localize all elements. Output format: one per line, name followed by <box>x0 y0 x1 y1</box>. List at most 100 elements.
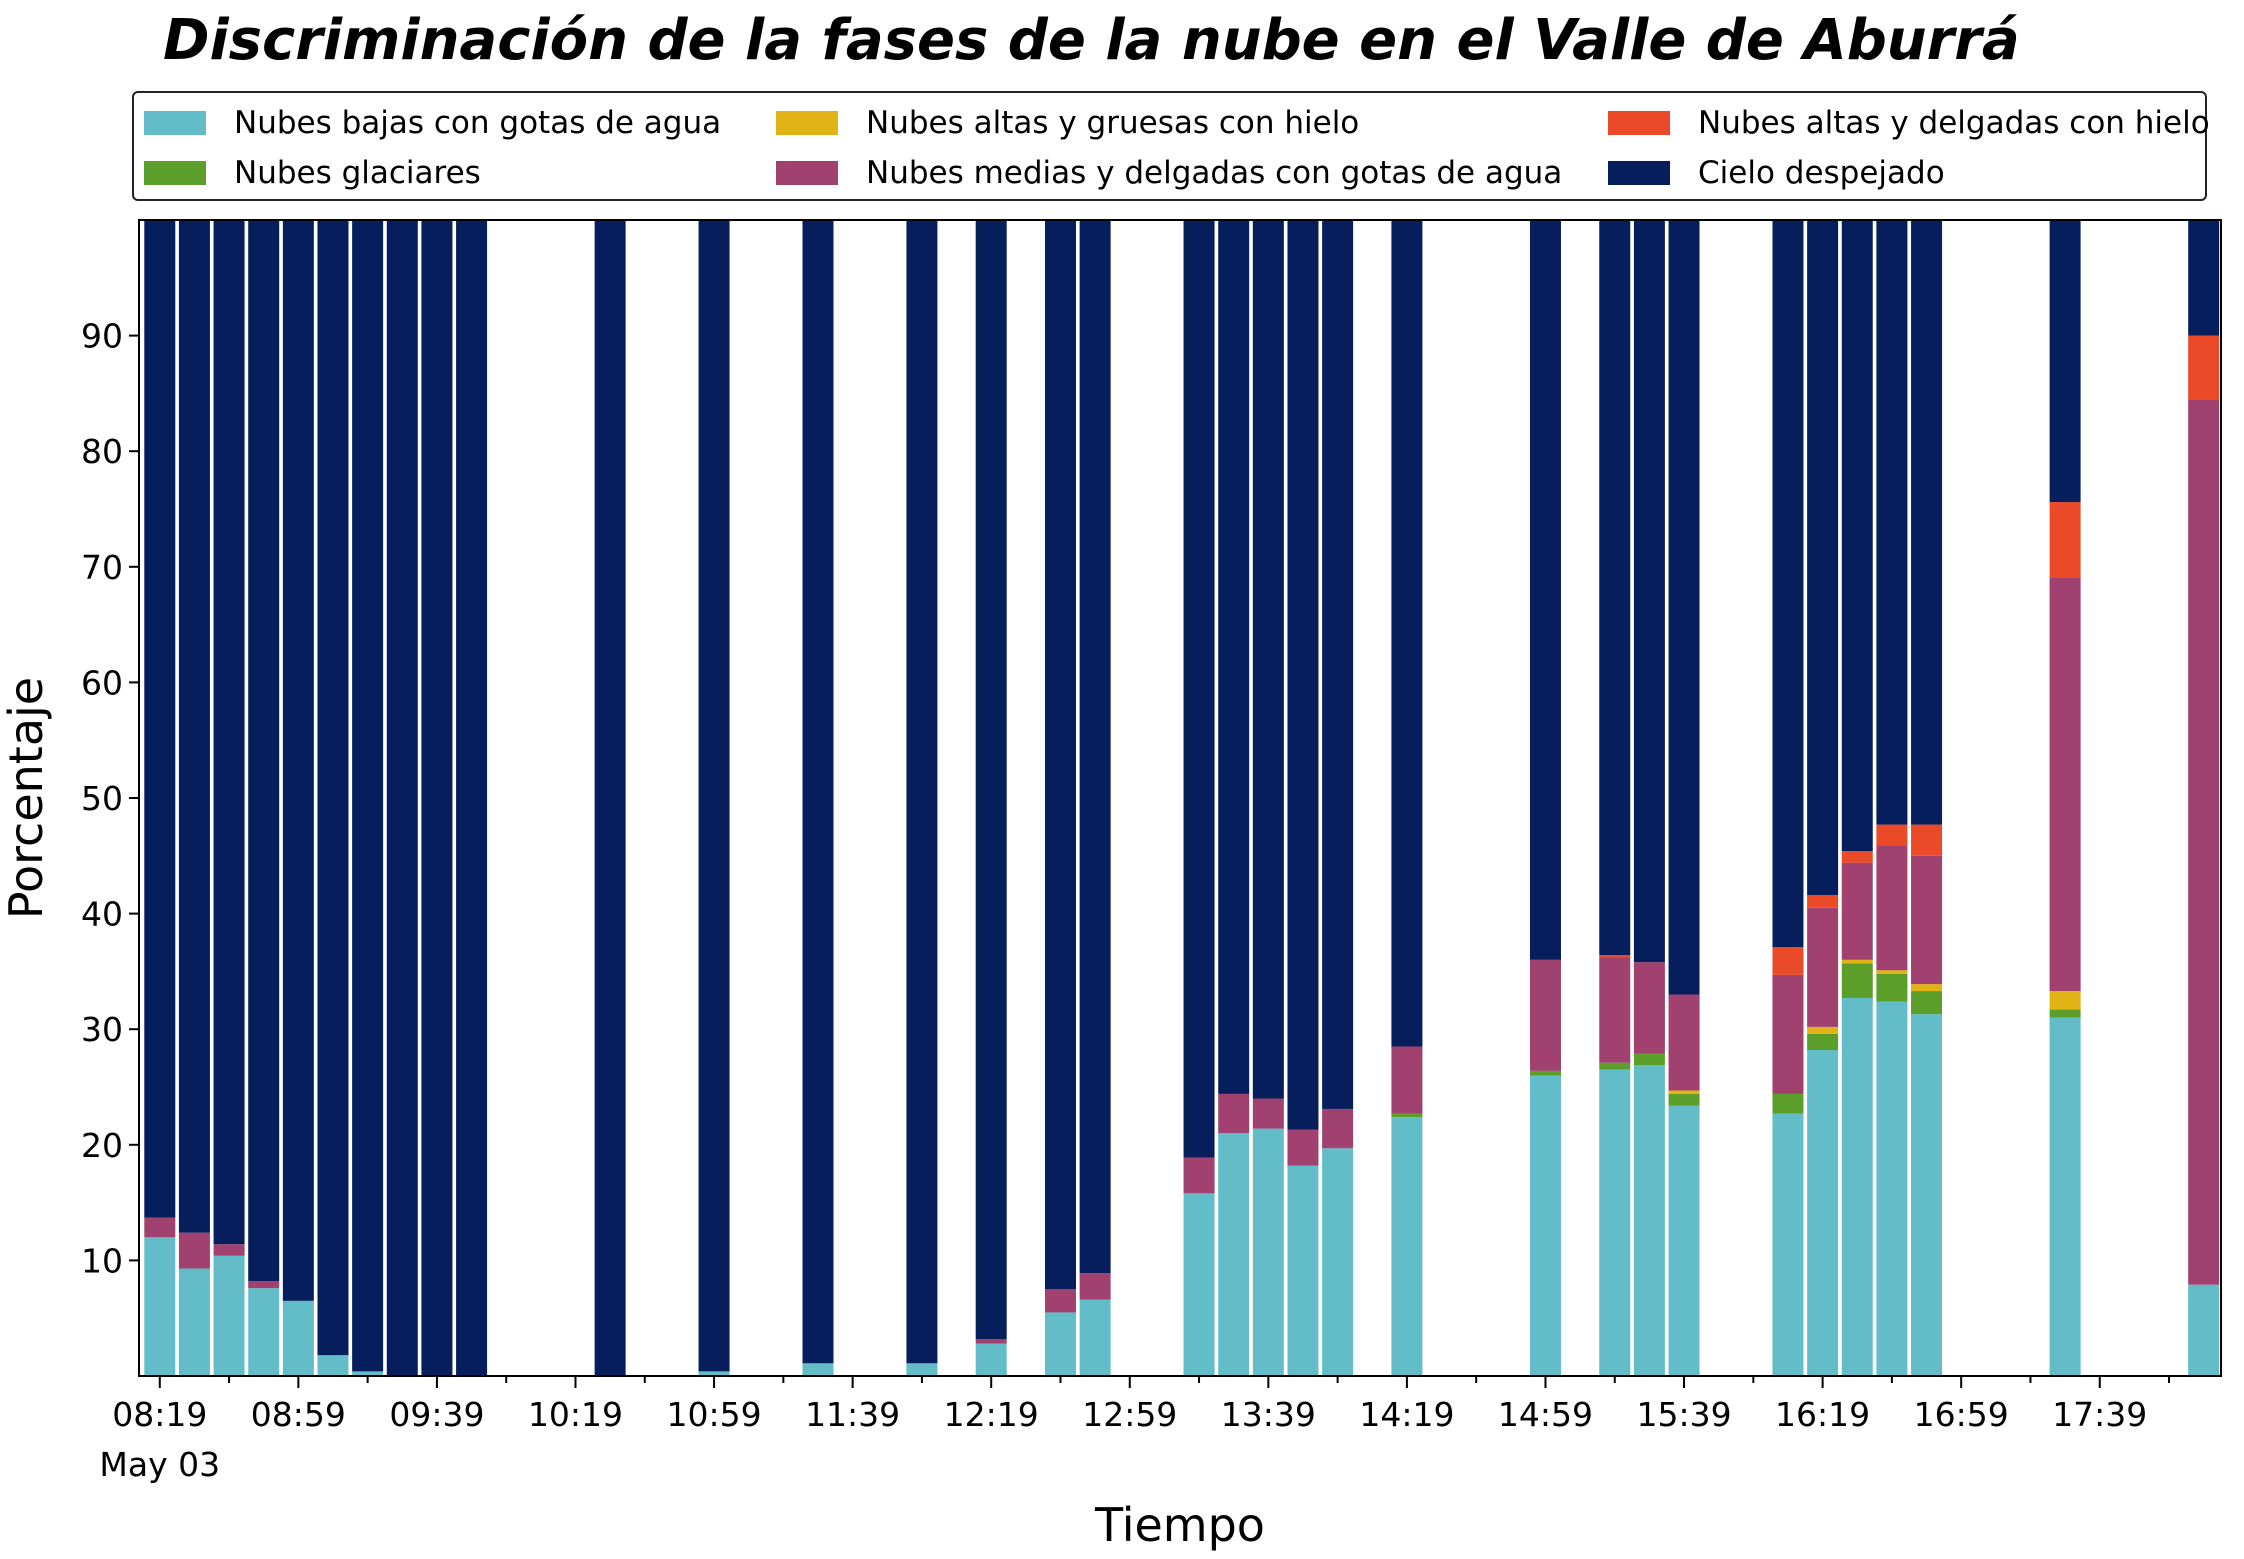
bar-segment <box>1668 1093 1700 1106</box>
bar-segment <box>1599 220 1631 956</box>
x-tick-label: 09:39 <box>389 1395 484 1434</box>
bar-segment <box>1911 991 1943 1015</box>
bar-segment <box>2049 220 2081 503</box>
x-tick-label: 11:39 <box>805 1395 900 1434</box>
bar-segment <box>248 220 280 1282</box>
legend-swatch <box>776 111 838 135</box>
legend-item: Nubes glaciares <box>144 151 481 195</box>
bar-segment <box>1876 845 1908 971</box>
bar-segment <box>975 1339 1007 1344</box>
bar-segment <box>1287 1129 1319 1166</box>
bar-segment <box>1391 220 1423 1047</box>
x-tick-label: 12:59 <box>1082 1395 1177 1434</box>
bar-segment <box>2188 399 2220 1285</box>
bar-segment <box>1807 1026 1839 1034</box>
bar-segment <box>698 220 730 1372</box>
x-tick-label: 10:19 <box>528 1395 623 1434</box>
bar-segment <box>1772 947 1804 975</box>
bar-segment <box>1218 1133 1250 1376</box>
bar-segment <box>1322 1108 1354 1149</box>
bar-segment <box>1252 1098 1284 1129</box>
bar-segment <box>213 220 245 1245</box>
bar-segment <box>248 1288 280 1376</box>
bar-segment <box>1772 974 1804 1094</box>
bar-segment <box>213 1244 245 1256</box>
bar-segment <box>1599 955 1631 958</box>
bar-segment <box>1183 220 1215 1158</box>
x-tick-label: 12:19 <box>944 1395 1039 1434</box>
bar-segment <box>352 220 384 1372</box>
bar-segment <box>975 220 1007 1340</box>
legend-label: Nubes medias y delgadas con gotas de agu… <box>866 155 1563 191</box>
y-tick-label: 60 <box>81 663 123 702</box>
y-tick-label: 20 <box>81 1126 123 1165</box>
y-tick-label: 70 <box>81 548 123 587</box>
legend-swatch <box>1608 111 1670 135</box>
bar-segment <box>1529 959 1561 1071</box>
bars-layer <box>144 220 2220 1376</box>
bar-segment <box>1044 220 1076 1290</box>
x-date-label: May 03 <box>99 1445 220 1484</box>
bar-segment <box>178 1232 210 1269</box>
bar-segment <box>178 220 210 1233</box>
bar-segment <box>1668 1105 1700 1376</box>
bar-segment <box>1876 973 1908 1002</box>
bar-segment <box>1287 220 1319 1130</box>
bar-segment <box>1876 824 1908 846</box>
bar-segment <box>1911 824 1943 856</box>
legend-swatch <box>144 111 206 135</box>
bar-segment <box>1633 1053 1665 1066</box>
bar-segment <box>1807 1033 1839 1050</box>
bar-segment <box>2049 577 2081 992</box>
bar-segment <box>2188 335 2220 400</box>
legend-label: Nubes altas y gruesas con hielo <box>866 105 1360 141</box>
y-axis: 10 20 30 40 50 60 70 80 90 <box>81 317 139 1280</box>
bar-segment <box>456 220 488 1376</box>
bar-segment <box>1841 997 1873 1376</box>
y-axis-title: Porcentaje <box>0 677 53 919</box>
bar-segment <box>213 1255 245 1376</box>
bar-segment <box>802 220 834 1364</box>
x-tick-label: 17:39 <box>2052 1395 2147 1434</box>
bar-segment <box>144 220 176 1218</box>
x-tick-label: 08:19 <box>112 1395 207 1434</box>
bar-segment <box>1633 1065 1665 1376</box>
legend-item: Nubes bajas con gotas de agua <box>144 101 721 145</box>
bar-segment <box>144 1237 176 1376</box>
bar-segment <box>1841 862 1873 960</box>
bar-segment <box>1911 984 1943 992</box>
bar-segment <box>1772 1093 1804 1114</box>
bar-segment <box>421 220 453 1376</box>
bar-segment <box>1599 957 1631 1063</box>
bar-segment <box>2188 220 2220 336</box>
bar-segment <box>1876 970 1908 974</box>
x-tick-label: 13:39 <box>1221 1395 1316 1434</box>
x-tick-label: 15:39 <box>1636 1395 1731 1434</box>
bar-segment <box>1807 895 1839 908</box>
bar-segment <box>802 1363 834 1376</box>
y-tick-label: 80 <box>81 432 123 471</box>
legend-item: Nubes medias y delgadas con gotas de agu… <box>776 151 1562 195</box>
bar-segment <box>594 220 626 1376</box>
bar-segment <box>317 1355 349 1376</box>
bar-segment <box>1079 1273 1111 1300</box>
bar-segment <box>1391 1113 1423 1118</box>
bar-segment <box>906 1363 938 1376</box>
bar-segment <box>1911 220 1943 825</box>
bar-segment <box>2049 1017 2081 1376</box>
chart-title: Discriminación de la fases de la nube en… <box>163 8 2020 73</box>
x-tick-label: 16:59 <box>1914 1395 2009 1434</box>
bar-segment <box>2049 991 2081 1010</box>
legend-swatch <box>144 161 206 185</box>
x-tick-label: 14:19 <box>1359 1395 1454 1434</box>
bar-segment <box>1599 1069 1631 1376</box>
bar-segment <box>1391 1046 1423 1114</box>
bar-segment <box>1599 1062 1631 1070</box>
bar-segment <box>1287 1165 1319 1376</box>
bar-segment <box>1876 220 1908 825</box>
bar-segment <box>1807 1050 1839 1376</box>
bar-segment <box>1218 220 1250 1094</box>
bar-segment <box>1044 1312 1076 1376</box>
bar-segment <box>975 1343 1007 1376</box>
